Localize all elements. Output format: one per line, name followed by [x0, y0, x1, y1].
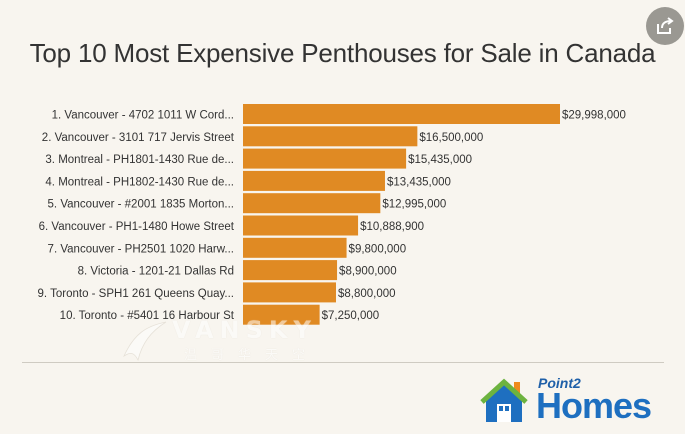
bar[interactable]	[243, 237, 347, 258]
value-label: $12,995,000	[382, 199, 446, 211]
bar[interactable]	[243, 282, 336, 303]
bar[interactable]	[243, 148, 407, 169]
category-label: 8. Victoria - 1201-21 Dallas Rd	[78, 266, 234, 278]
category-label: 5. Vancouver - #2001 1835 Morton...	[48, 199, 234, 211]
value-label: $16,500,000	[419, 132, 483, 144]
value-label: $7,250,000	[322, 310, 380, 322]
category-label: 3. Montreal - PH1801-1430 Rue de...	[45, 154, 234, 166]
value-label: $8,900,000	[339, 266, 397, 278]
bar[interactable]	[243, 126, 418, 147]
bar[interactable]	[243, 304, 320, 325]
bar[interactable]	[243, 104, 560, 124]
share-button[interactable]	[646, 7, 684, 45]
value-label: $9,800,000	[349, 243, 407, 255]
share-icon	[657, 17, 674, 34]
value-label: $8,800,000	[338, 288, 396, 300]
value-label: $10,888,900	[360, 221, 424, 233]
category-label: 6. Vancouver - PH1-1480 Howe Street	[39, 221, 235, 233]
category-label: 1. Vancouver - 4702 1011 W Cord...	[52, 110, 234, 122]
bar[interactable]	[243, 215, 359, 236]
chart-title: Top 10 Most Expensive Penthouses for Sal…	[29, 38, 656, 68]
value-label: $29,998,000	[562, 110, 626, 122]
footer-divider	[22, 362, 664, 363]
bar[interactable]	[243, 170, 385, 191]
value-label: $15,435,000	[408, 154, 472, 166]
category-label: 4. Montreal - PH1802-1430 Rue de...	[45, 176, 234, 188]
bar[interactable]	[243, 193, 381, 214]
value-label: $13,435,000	[387, 176, 451, 188]
logo-brand: Point2	[538, 375, 581, 391]
category-label: 7. Vancouver - PH2501 1020 Harw...	[48, 243, 234, 255]
bar[interactable]	[243, 260, 338, 281]
category-label: 10. Toronto - #5401 16 Harbour St	[60, 310, 235, 322]
house-icon	[480, 378, 528, 422]
point2homes-logo[interactable]: Point2 Homes	[480, 372, 670, 428]
logo-name: Homes	[536, 385, 652, 426]
category-label: 9. Toronto - SPH1 261 Queens Quay...	[38, 288, 234, 300]
category-label: 2. Vancouver - 3101 717 Jervis Street	[42, 132, 235, 144]
